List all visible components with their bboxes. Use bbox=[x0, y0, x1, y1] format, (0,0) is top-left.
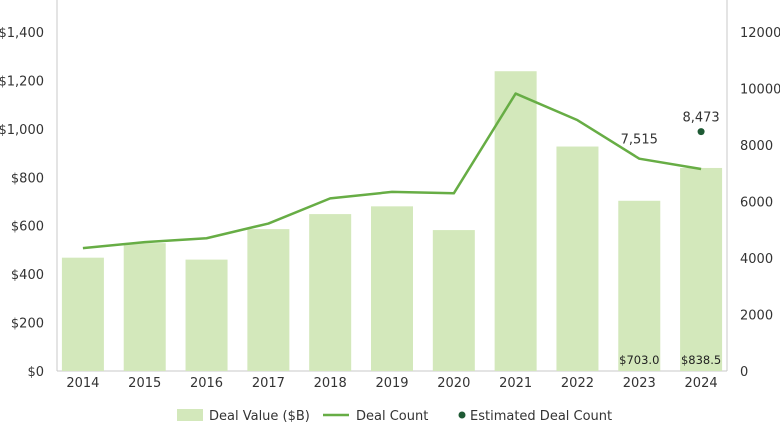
x-tick-label: 2024 bbox=[685, 376, 718, 391]
x-tick-label: 2017 bbox=[252, 376, 285, 391]
bar-deal-value bbox=[680, 167, 723, 371]
y-left-tick-label: $1,200 bbox=[0, 74, 44, 89]
bar-deal-value bbox=[247, 229, 290, 371]
y-right-tick-label: 6000 bbox=[740, 196, 773, 211]
y-left-tick-label: $800 bbox=[11, 171, 44, 186]
x-tick-label: 2020 bbox=[437, 376, 470, 391]
y-left-tick-label: $200 bbox=[11, 317, 44, 332]
y-right-tick-label: 4000 bbox=[740, 252, 773, 267]
bar-deal-value bbox=[61, 257, 104, 371]
point-estimated-deal-count bbox=[697, 128, 705, 136]
line-deal-count bbox=[82, 92, 702, 250]
bar-deal-value bbox=[371, 206, 413, 371]
bar-deal-value bbox=[618, 200, 661, 371]
y-right-tick-label: 8000 bbox=[740, 139, 773, 154]
x-tick-label: 2014 bbox=[66, 376, 99, 391]
y-left-tick-label: $1,000 bbox=[0, 123, 44, 138]
legend-label: Deal Value ($B) bbox=[209, 409, 310, 424]
legend-label: Estimated Deal Count bbox=[470, 409, 612, 424]
bar-deal-value bbox=[494, 71, 537, 371]
y-right-tick-label: 10000 bbox=[740, 83, 780, 98]
x-tick-label: 2023 bbox=[623, 376, 656, 391]
x-tick-label: 2022 bbox=[561, 376, 594, 391]
line-data-label: 7,515 bbox=[621, 133, 658, 148]
y-right-tick-label: 12000 bbox=[740, 26, 780, 41]
x-tick-label: 2016 bbox=[190, 376, 223, 391]
x-tick-label: 2018 bbox=[314, 376, 347, 391]
x-tick-label: 2015 bbox=[128, 376, 161, 391]
x-tick-label: 2019 bbox=[375, 376, 408, 391]
point-data-label: 8,473 bbox=[682, 111, 719, 126]
y-left-tick-label: $400 bbox=[11, 268, 44, 283]
bar-deal-value bbox=[432, 230, 475, 371]
bar-data-label: $703.0 bbox=[619, 353, 659, 367]
x-tick-label: 2021 bbox=[499, 376, 532, 391]
bar-deal-value bbox=[185, 259, 228, 371]
bar-deal-value bbox=[309, 214, 352, 371]
legend-swatch-bar bbox=[177, 409, 203, 421]
y-right-tick-label: 2000 bbox=[740, 309, 773, 324]
legend-label: Deal Count bbox=[356, 409, 428, 424]
bar-deal-value bbox=[556, 146, 599, 371]
y-right-tick-label: 0 bbox=[740, 365, 748, 380]
bar-deal-value bbox=[123, 243, 166, 371]
y-left-tick-label: $1,400 bbox=[0, 26, 44, 41]
y-left-tick-label: $600 bbox=[11, 220, 44, 235]
bar-data-label: $838.5 bbox=[681, 353, 721, 367]
legend-swatch-point bbox=[458, 411, 466, 419]
y-left-tick-label: $0 bbox=[27, 365, 44, 380]
